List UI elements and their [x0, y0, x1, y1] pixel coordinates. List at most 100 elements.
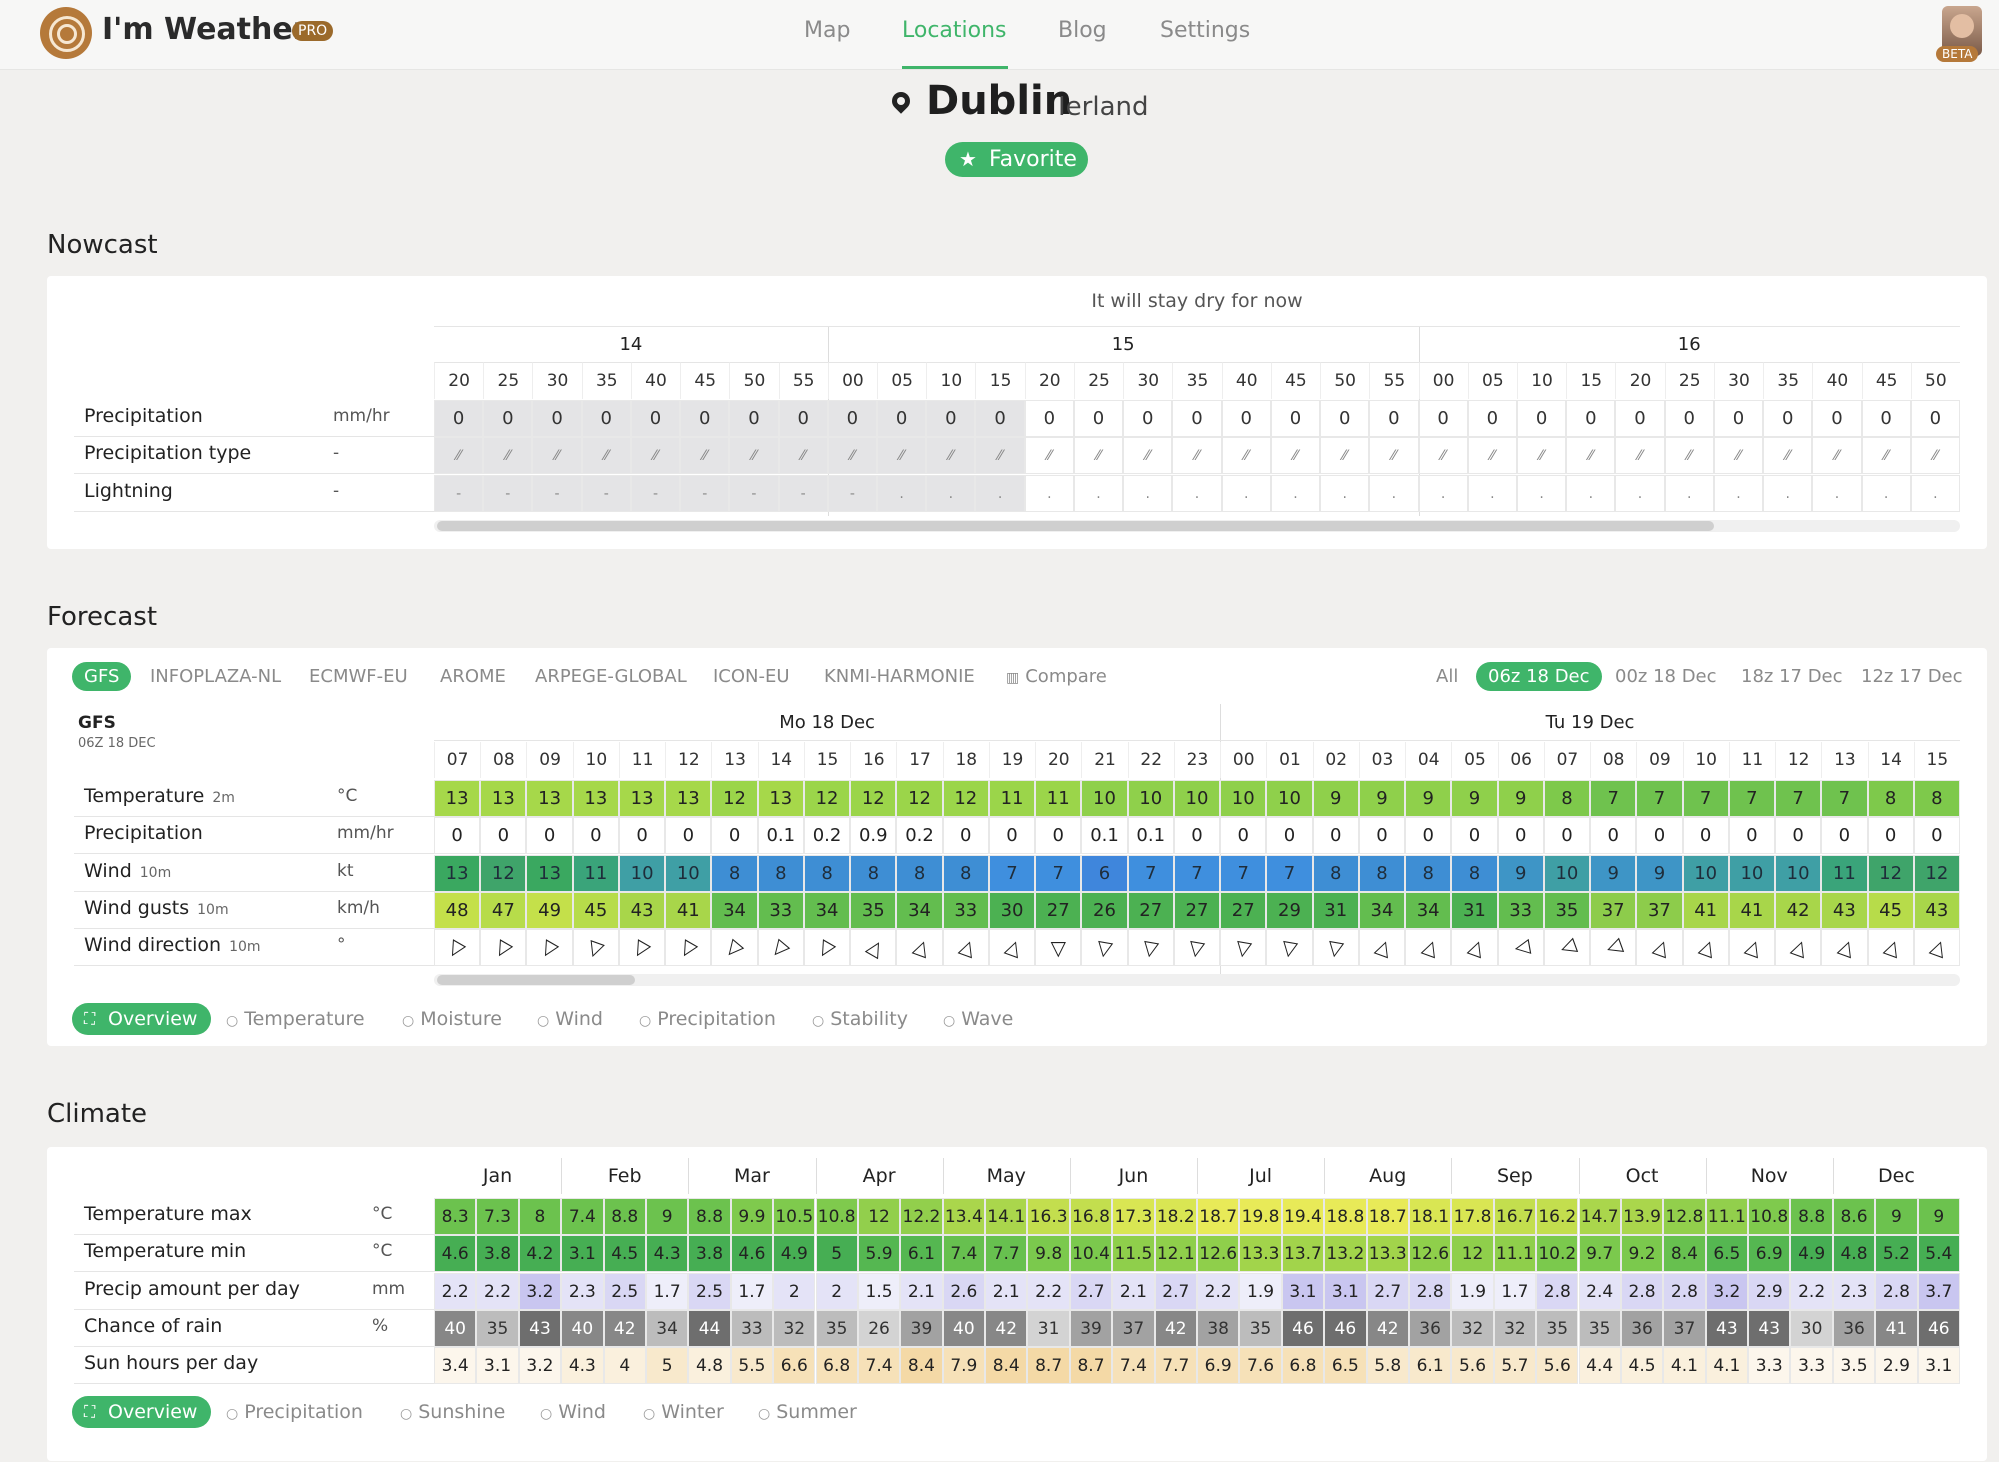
climate-value-cell: 16.3 [1027, 1198, 1070, 1235]
climate-value-cell: 46 [1281, 1310, 1325, 1347]
nowcast-value-cell: 0 [1664, 400, 1714, 437]
wind-arrow-glyph: ▷ [859, 935, 888, 961]
climate-value-cell: 7.3 [476, 1198, 519, 1235]
climate-value-cell: 16.8 [1069, 1198, 1113, 1235]
forecast-value-cell: 0.2 [803, 817, 851, 854]
climate-subtab-wind[interactable]: ○ Wind [540, 1401, 606, 1423]
climate-value-cell: 2.8 [1620, 1273, 1664, 1310]
climate-value-cell: 11.5 [1112, 1235, 1155, 1272]
model-tab-gfs[interactable]: GFS [72, 662, 132, 691]
model-tab-compare[interactable]: ▥ Compare [1006, 666, 1107, 687]
climate-value-cell: 1.5 [857, 1273, 901, 1310]
wind-arrow-glyph: ▷ [1414, 936, 1443, 960]
forecast-hour: 16 [850, 742, 896, 778]
climate-value-cell: 7.4 [942, 1235, 986, 1272]
forecast-value-cell: 7 [1821, 780, 1868, 817]
nowcast-row-label: Precipitation [84, 405, 203, 427]
wind-direction-arrow-icon: △ [1590, 929, 1637, 966]
forecast-hour: 19 [988, 742, 1035, 778]
wind-direction-arrow-icon: ▷ [1682, 929, 1729, 966]
sun-flower-icon: ○ [758, 1406, 771, 1422]
forecast-value-cell: 48 [434, 892, 481, 929]
climate-value-cell: 4.8 [1832, 1235, 1876, 1272]
climate-value-cell: 4.4 [1578, 1347, 1621, 1384]
climate-subtab-sunshine[interactable]: ○ Sunshine [400, 1401, 505, 1423]
climate-value-cell: 9 [1875, 1198, 1918, 1235]
run-tab[interactable]: 12z 17 Dec [1861, 666, 1963, 687]
nav-locations[interactable]: Locations [902, 18, 1007, 43]
climate-value-cell: 6.5 [1324, 1347, 1367, 1384]
nav-settings[interactable]: Settings [1160, 18, 1251, 43]
climate-subtab-winter[interactable]: ○ Winter [643, 1401, 724, 1423]
country-name: Ierland [1058, 92, 1149, 122]
model-tab-knmi-harmonie[interactable]: KNMI-HARMONIE [824, 666, 975, 687]
forecast-subtab-wind[interactable]: ○ Wind [537, 1008, 603, 1030]
nowcast-value-cell: - [483, 475, 533, 512]
forecast-value-cell: 8 [1913, 780, 1960, 817]
nowcast-value-cell: . [1320, 475, 1370, 512]
model-tab-arome[interactable]: AROME [440, 666, 506, 687]
run-tab[interactable]: 00z 18 Dec [1615, 666, 1717, 687]
climate-value-cell: 3.2 [1705, 1273, 1749, 1310]
forecast-value-cell: 0 [665, 817, 712, 854]
forecast-value-cell: 8 [803, 855, 851, 892]
forecast-subtab-wave[interactable]: ○ Wave [943, 1008, 1013, 1030]
wind-direction-arrow-icon: ▷ [850, 929, 897, 966]
climate-value-cell: 2.7 [1366, 1273, 1409, 1310]
forecast-value-cell: 8 [896, 855, 943, 892]
model-tab-icon-eu[interactable]: ICON-EU [713, 666, 790, 687]
forecast-value-cell: 27 [1035, 892, 1082, 929]
nowcast-minute: 00 [1418, 362, 1468, 399]
forecast-subtab-precipitation[interactable]: ○ Precipitation [639, 1008, 776, 1030]
wind-arrow-glyph: △ [1553, 936, 1581, 960]
climate-value-cell: 5.2 [1875, 1235, 1918, 1272]
forecast-subtab-moisture[interactable]: ○ Moisture [402, 1008, 502, 1030]
nowcast-scrollbar[interactable] [437, 521, 1714, 531]
brand-name[interactable]: I'm Weather [102, 12, 308, 47]
nowcast-minute: 30 [1123, 362, 1173, 399]
nowcast-minute: 45 [1861, 362, 1911, 399]
forecast-subtab-temperature[interactable]: ○ Temperature [226, 1008, 365, 1030]
climate-subtab-precipitation[interactable]: ○ Precipitation [226, 1401, 363, 1423]
climate-value-cell: 36 [1620, 1310, 1664, 1347]
nowcast-hour-label: 14 [619, 334, 643, 355]
climate-row-divider [74, 1346, 434, 1347]
forecast-value-cell: 10 [1775, 855, 1822, 892]
favorite-button[interactable]: ★ Favorite [945, 142, 1088, 177]
forecast-scroll-track[interactable] [434, 974, 1960, 986]
model-tab-ecmwf-eu[interactable]: ECMWF-EU [309, 666, 408, 687]
forecast-hour: 04 [1405, 742, 1451, 778]
model-tab-infoplaza-nl[interactable]: INFOPLAZA-NL [150, 666, 281, 687]
forecast-value-cell: 7 [1590, 780, 1637, 817]
run-tab[interactable]: All [1436, 666, 1459, 687]
climate-value-cell: 32 [1493, 1310, 1537, 1347]
nav-blog[interactable]: Blog [1058, 18, 1107, 43]
forecast-scrollbar[interactable] [437, 975, 635, 985]
forecast-subtab-stability[interactable]: ○ Stability [812, 1008, 908, 1030]
forecast-value-cell: 12 [850, 780, 897, 817]
climate-value-cell: 4.6 [434, 1235, 477, 1272]
climate-subtab-overview[interactable]: ⛶ Overview [72, 1396, 212, 1428]
run-tab[interactable]: 18z 17 Dec [1741, 666, 1843, 687]
nowcast-value-cell: 0 [1172, 400, 1222, 437]
climate-value-cell: 3.1 [561, 1235, 604, 1272]
forecast-value-cell: 8 [1451, 855, 1498, 892]
run-tab[interactable]: 06z 18 Dec [1476, 662, 1602, 691]
climate-month-label: Jan [482, 1165, 513, 1187]
forecast-value-cell: 31 [1451, 892, 1498, 929]
climate-subtab-summer[interactable]: ○ Summer [758, 1401, 857, 1423]
app-logo-icon[interactable] [40, 7, 92, 59]
wind-arrow-glyph: ▷ [905, 936, 934, 960]
nav-map[interactable]: Map [804, 18, 851, 43]
forecast-hour: 07 [1543, 742, 1590, 778]
model-tab-label: INFOPLAZA-NL [150, 666, 282, 687]
model-tab-arpege-global[interactable]: ARPEGE-GLOBAL [535, 666, 687, 687]
nowcast-value-cell: 0 [1369, 400, 1419, 437]
forecast-subtab-overview[interactable]: ⛶ Overview [72, 1003, 212, 1035]
climate-value-cell: 5.7 [1493, 1347, 1537, 1384]
nowcast-value-cell: ⁄⁄ [1615, 437, 1665, 474]
climate-value-cell: 3.8 [688, 1235, 731, 1272]
climate-value-cell: 4.9 [1790, 1235, 1833, 1272]
forecast-value-cell: 27 [1173, 892, 1221, 929]
nowcast-value-cell: ⁄⁄ [1516, 437, 1567, 474]
